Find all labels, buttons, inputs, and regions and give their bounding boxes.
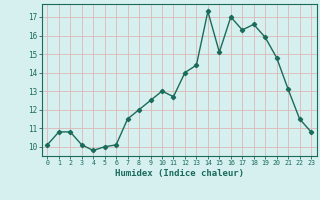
X-axis label: Humidex (Indice chaleur): Humidex (Indice chaleur) [115,169,244,178]
